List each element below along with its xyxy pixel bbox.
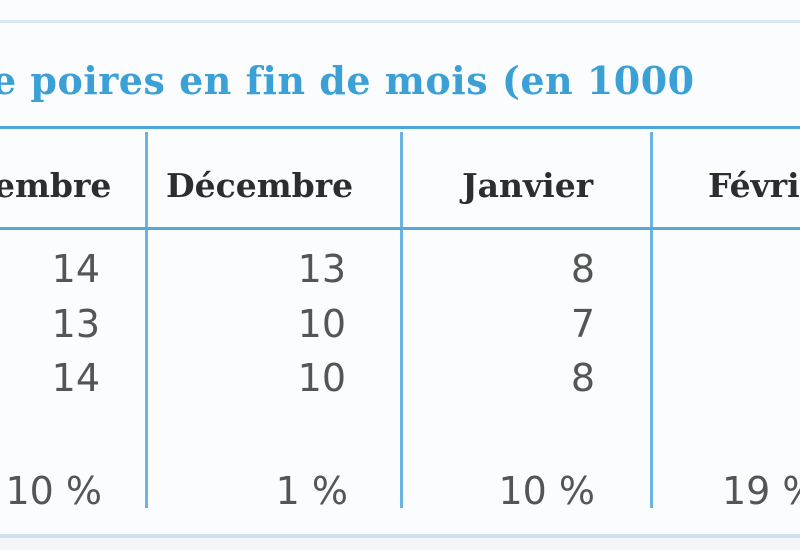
percent-cell: 1 % [275, 469, 348, 513]
percent-cell: 10 % [5, 469, 102, 513]
percent-cell: 19 % [722, 469, 800, 513]
title-underline [0, 126, 800, 129]
table-cell: 14 [51, 356, 100, 400]
table-cell: 13 [297, 247, 346, 291]
column-divider [400, 132, 403, 508]
table-cell: 10 [297, 302, 346, 346]
table-cell: 14 [51, 247, 100, 291]
table-cell: 7 [570, 302, 595, 346]
header-fevrier: Févri [708, 166, 800, 205]
column-divider [650, 132, 653, 508]
table-cell [655, 353, 795, 403]
header-novembre: embre [0, 166, 112, 205]
table-cell: 13 [51, 302, 100, 346]
top-divider [0, 20, 800, 23]
column-divider [145, 132, 148, 508]
table-cell: 8 [570, 356, 595, 400]
table-cell [655, 299, 795, 349]
table-cell [655, 244, 795, 294]
bottom-divider [0, 534, 800, 538]
header-janvier: Janvier [462, 166, 594, 205]
percent-cell: 10 % [498, 469, 595, 513]
table-cell: 8 [570, 247, 595, 291]
table-cell: 10 [297, 356, 346, 400]
bottom-band [0, 538, 800, 550]
header-underline [0, 227, 800, 230]
header-decembre: Décembre [166, 166, 354, 205]
table-title: e poires en fin de mois (en 1000 [0, 58, 695, 103]
